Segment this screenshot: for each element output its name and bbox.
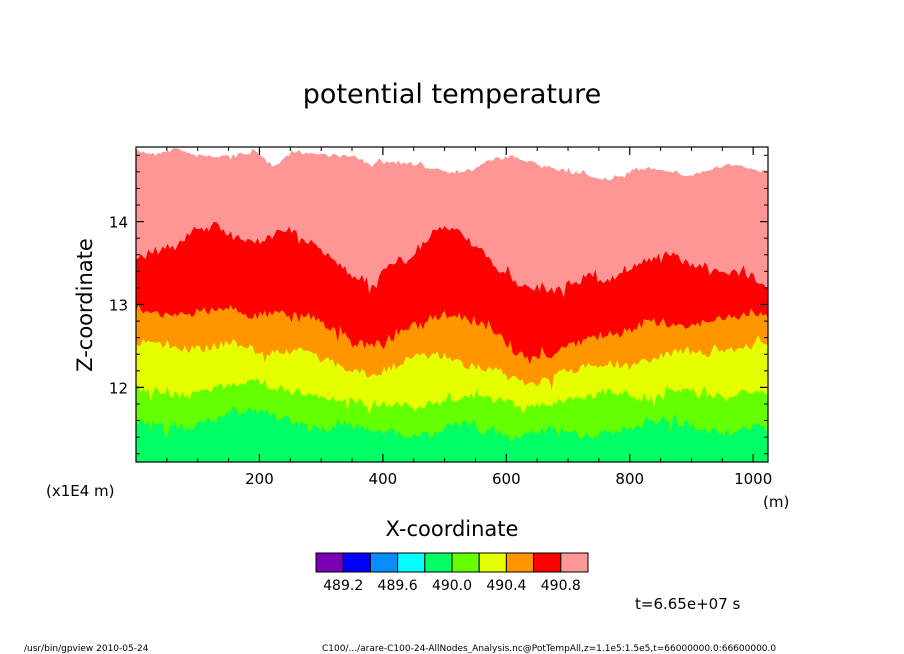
colorbar-swatch xyxy=(478,552,507,573)
y-tick-label: 14 xyxy=(109,214,128,232)
x-tick-label: 400 xyxy=(369,470,398,488)
y-axis-ticks: 12 13 14 xyxy=(109,154,768,455)
colorbar-swatch xyxy=(369,552,399,573)
x-tick-label: 200 xyxy=(245,470,274,488)
plot-area xyxy=(136,147,768,462)
chart-title: potential temperature xyxy=(303,79,601,110)
x-axis-ticks: 200 400 600 800 1000 xyxy=(166,147,772,488)
colorbar-swatch xyxy=(342,552,371,573)
colorbar-label: 490.8 xyxy=(541,578,581,594)
colorbar-swatch xyxy=(560,552,589,573)
colorbar-label: 489.6 xyxy=(378,578,418,594)
colorbar-swatch xyxy=(451,552,480,573)
y-axis-label: Z-coordinate xyxy=(73,238,97,372)
colorbar-labels: 489.2 489.6 490.0 490.4 490.8 xyxy=(323,578,581,594)
colorbar xyxy=(315,552,589,573)
colorbar-swatch xyxy=(533,552,562,573)
y-tick-label: 12 xyxy=(109,379,128,397)
x-tick-label: 600 xyxy=(492,470,521,488)
x-tick-label: 800 xyxy=(615,470,644,488)
colorbar-swatch xyxy=(397,552,426,573)
colorbar-label: 489.2 xyxy=(323,578,363,594)
x-axis-unit: (m) xyxy=(763,493,789,511)
y-tick-label: 13 xyxy=(109,297,128,315)
x-axis-label: X-coordinate xyxy=(386,517,519,541)
x-tick-label: 1000 xyxy=(734,470,772,488)
footer-data-source: C100/.../arare-C100-24-AllNodes_Analysis… xyxy=(322,644,776,654)
colorbar-swatch xyxy=(505,552,535,573)
contour-band-489-8 xyxy=(136,406,768,462)
time-label: t=6.65e+07 s xyxy=(635,595,741,613)
y-axis-unit: (x1E4 m) xyxy=(46,482,115,500)
footer-program-date: /usr/bin/gpview 2010-05-24 xyxy=(24,644,149,654)
colorbar-swatch xyxy=(315,552,344,573)
colorbar-label: 490.4 xyxy=(486,578,526,594)
colorbar-label: 490.0 xyxy=(432,578,472,594)
colorbar-swatch xyxy=(424,552,453,573)
